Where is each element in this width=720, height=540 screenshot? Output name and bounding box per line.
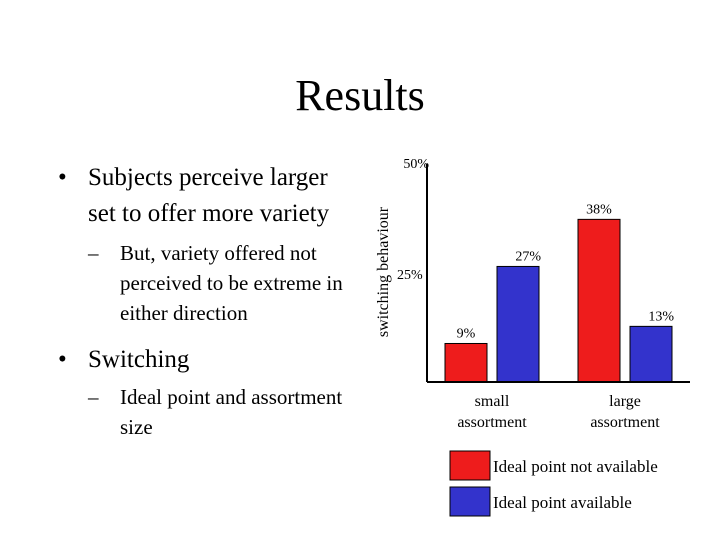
bar <box>444 342 488 383</box>
y-axis-label: switching behaviour <box>375 206 392 337</box>
sub-bullet-mark: – <box>88 385 99 409</box>
legend-swatch <box>449 486 491 517</box>
bar <box>496 265 540 383</box>
x-tick-label: assortment <box>457 414 527 431</box>
bullet-text: Switching <box>88 346 190 373</box>
page-title: Results <box>295 71 425 120</box>
sub-bullet-mark: – <box>88 241 99 265</box>
bar <box>577 218 621 383</box>
data-label: 13% <box>648 309 674 324</box>
bullet-list: • Subjects perceive larger set to offer … <box>58 160 358 442</box>
data-label: 9% <box>457 326 476 341</box>
bar <box>629 325 673 383</box>
x-tick-label: large <box>609 393 641 410</box>
x-tick-label: assortment <box>590 414 660 431</box>
bullet-item: • Subjects perceive larger set to offer … <box>58 160 358 232</box>
data-label: 27% <box>515 249 541 264</box>
bullet-text: Subjects perceive larger set to offer mo… <box>88 164 330 227</box>
sub-bullet-item: – But, variety offered not perceived to … <box>88 238 358 328</box>
y-tick-label: 25% <box>397 268 423 283</box>
sub-bullet-item: – Ideal point and assortment size <box>88 382 358 442</box>
legend-swatch <box>449 450 491 481</box>
bullet-mark: • <box>58 164 67 191</box>
legend-label: Ideal point not available <box>493 457 658 476</box>
sub-bullet-text: Ideal point and assortment size <box>120 385 343 439</box>
sub-bullet-text: But, variety offered not perceived to be… <box>120 241 343 325</box>
x-tick-label: small <box>475 393 510 410</box>
bullet-item: • Switching <box>58 342 358 378</box>
data-label: 38% <box>586 202 612 217</box>
legend-label: Ideal point available <box>493 493 632 512</box>
y-tick-label: 50% <box>403 157 429 172</box>
bullet-mark: • <box>58 346 67 373</box>
